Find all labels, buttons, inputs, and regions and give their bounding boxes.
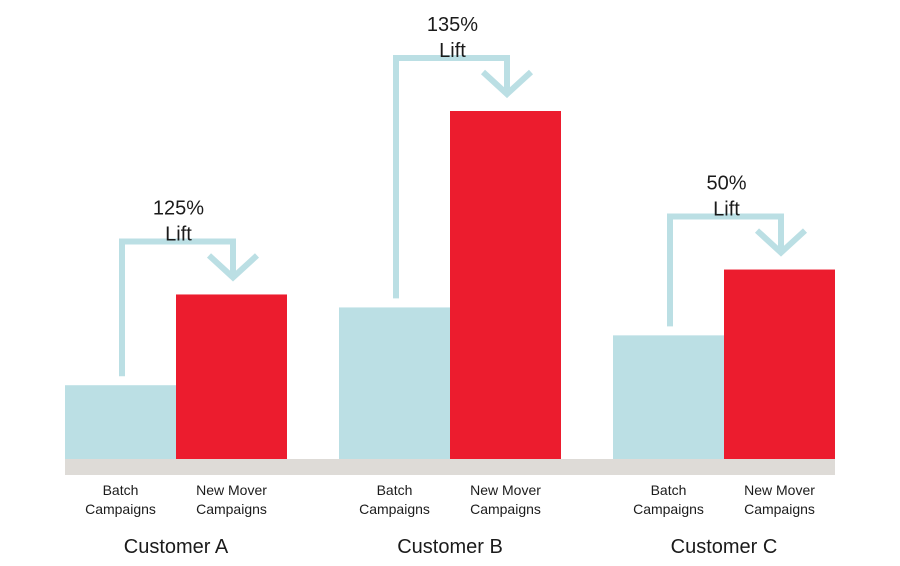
bar-label-new-mover-line2: Campaigns <box>470 501 541 517</box>
bar-new-mover-campaigns <box>450 110 561 460</box>
lift-arrow-line <box>393 54 510 299</box>
bar-batch-campaigns <box>339 307 450 459</box>
bar-label-new-mover-line1: New Mover <box>744 482 815 498</box>
lift-arrow-line <box>119 238 236 377</box>
lift-arrows-layer <box>119 54 808 377</box>
bar-batch-campaigns <box>65 385 176 459</box>
lift-arrow-head-icon <box>206 253 260 282</box>
baseline-strip <box>65 459 835 475</box>
customer-group-label: Customer C <box>671 536 778 558</box>
bar-new-mover-campaigns <box>176 294 287 459</box>
lift-word-label: Lift <box>439 40 466 62</box>
bars-layer <box>65 110 835 460</box>
lift-arrow-line <box>667 213 784 327</box>
lift-word-label: Lift <box>165 223 192 245</box>
customer-group-label: Customer A <box>124 536 229 558</box>
lift-word-label: Lift <box>713 199 740 221</box>
labels-layer: 125% Lift Batch Campaigns New Mover Campaigns… <box>85 14 815 558</box>
bar-label-new-mover-line1: New Mover <box>470 482 541 498</box>
bar-label-batch-line1: Batch <box>651 482 687 498</box>
bar-new-mover-campaigns <box>724 269 835 459</box>
bar-label-batch-line2: Campaigns <box>85 501 156 517</box>
bar-label-new-mover-line2: Campaigns <box>196 501 267 517</box>
lift-arrow-head-icon <box>754 228 808 257</box>
bar-batch-campaigns <box>613 335 724 459</box>
customer-group-label: Customer B <box>397 536 503 558</box>
lift-percent-label: 125% <box>153 197 204 219</box>
lift-arrow-head-icon <box>480 69 534 99</box>
bar-label-new-mover-line1: New Mover <box>196 482 267 498</box>
bar-label-batch-line2: Campaigns <box>359 501 430 517</box>
lift-percent-label: 135% <box>427 14 478 36</box>
bar-label-batch-line2: Campaigns <box>633 501 704 517</box>
bar-label-batch-line1: Batch <box>103 482 139 498</box>
bar-label-batch-line1: Batch <box>377 482 413 498</box>
bar-label-new-mover-line2: Campaigns <box>744 501 815 517</box>
lift-percent-label: 50% <box>706 173 746 195</box>
